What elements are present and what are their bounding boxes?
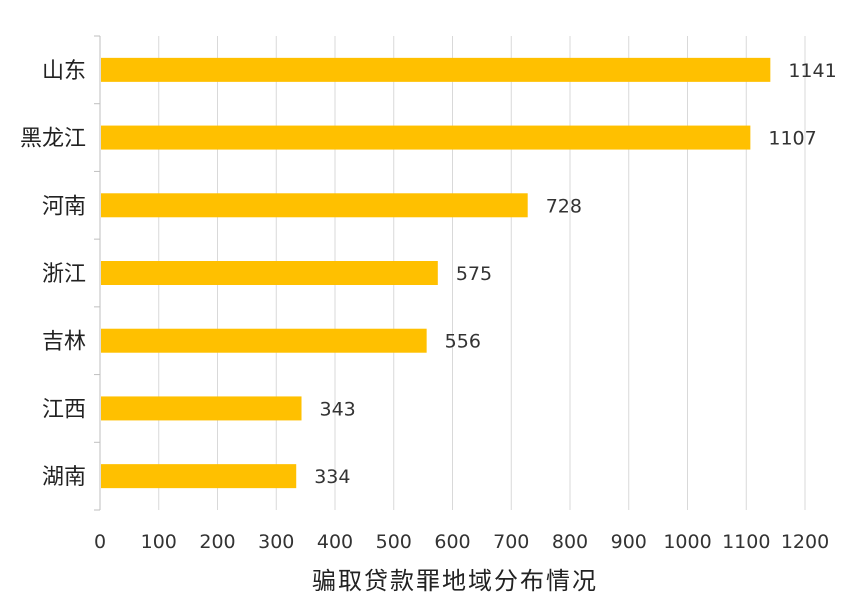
category-label: 湖南 [42, 465, 86, 490]
x-tick-label: 100 [141, 531, 177, 553]
x-tick-label: 0 [94, 531, 106, 553]
data-labels: 1141 1107 728 575 556 343 334 [314, 60, 836, 488]
bar [101, 193, 528, 218]
x-tick-label: 1200 [781, 531, 829, 553]
data-label: 728 [546, 195, 582, 217]
data-label: 1141 [788, 60, 836, 82]
x-tick-label: 500 [376, 531, 412, 553]
x-tick-label: 1100 [722, 531, 770, 553]
category-label: 吉林 [42, 330, 86, 355]
bar [101, 57, 771, 82]
category-label: 山东 [42, 59, 86, 84]
category-label: 黑龙江 [20, 127, 86, 152]
x-tick-label: 1000 [663, 531, 711, 553]
data-label: 334 [314, 466, 350, 488]
category-label: 河南 [42, 194, 86, 219]
data-label: 575 [456, 263, 492, 285]
x-tick-label: 300 [258, 531, 294, 553]
x-tick-labels: 0 100 200 300 400 500 600 700 800 900 1000 1100 1200 [94, 531, 829, 553]
x-tick-label: 400 [317, 531, 353, 553]
data-label: 343 [320, 398, 356, 420]
bar [101, 464, 297, 489]
axes [94, 35, 101, 511]
x-axis-title: 骗取贷款罪地域分布情况 [312, 567, 598, 595]
data-label: 556 [445, 331, 481, 353]
bar [101, 125, 751, 150]
bars [101, 57, 771, 489]
bar [101, 261, 438, 285]
x-tick-label: 800 [552, 531, 588, 553]
data-label: 1107 [768, 128, 816, 150]
x-tick-label: 900 [611, 531, 647, 553]
x-tick-label: 700 [493, 531, 529, 553]
bar [101, 328, 427, 353]
category-label: 江西 [42, 397, 86, 422]
category-label: 浙江 [42, 262, 86, 287]
x-tick-label: 600 [434, 531, 470, 553]
x-tick-label: 200 [199, 531, 235, 553]
bar [101, 396, 302, 421]
